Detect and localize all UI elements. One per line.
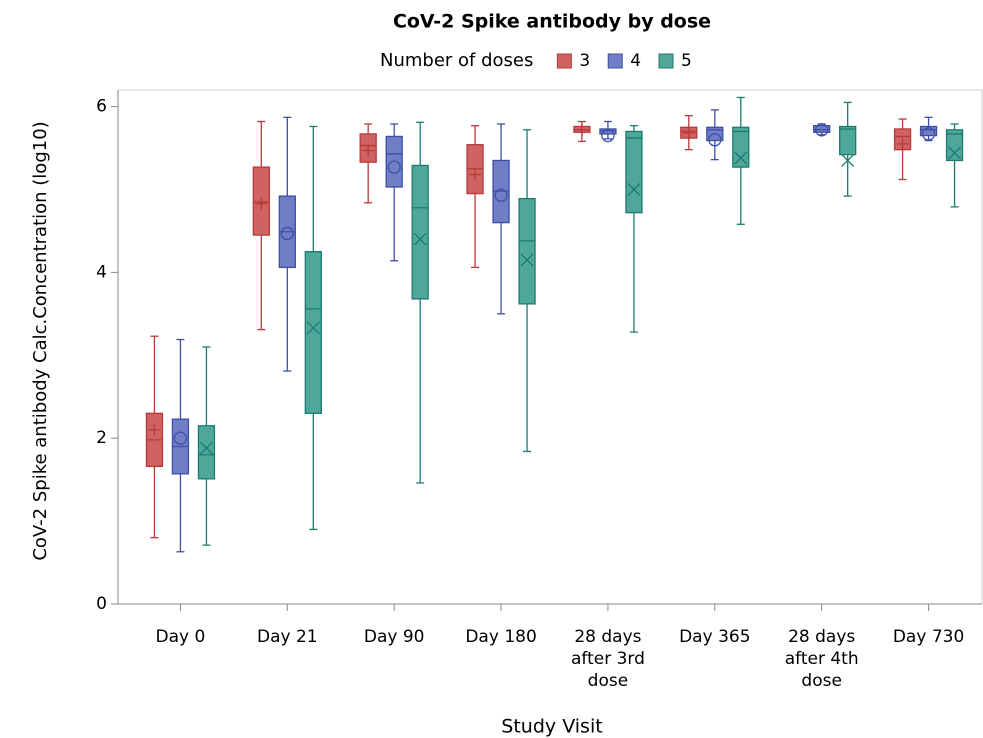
x-tick-label: Day 21 <box>257 627 318 647</box>
mean-marker <box>306 321 320 335</box>
mean-marker <box>841 154 855 167</box>
mean-marker <box>469 168 482 181</box>
box <box>304 251 322 414</box>
legend-label: 5 <box>681 51 692 71</box>
legend-title: Number of doses <box>380 50 533 71</box>
chart-title: CoV-2 Spike antibody by dose <box>393 11 711 33</box>
box <box>518 197 536 305</box>
legend-label: 4 <box>630 51 641 71</box>
x-tick-label: Day 365 <box>679 627 751 647</box>
x-tick-label: Day 180 <box>465 627 537 647</box>
mean-marker <box>520 253 534 267</box>
mean-marker <box>575 123 588 136</box>
box <box>732 126 750 168</box>
mean-marker <box>280 226 294 241</box>
mean-marker <box>494 188 508 202</box>
x-tick-label: 28 days after 4th dose <box>784 627 859 691</box>
mean-marker <box>708 133 722 147</box>
y-tick-label: 4 <box>96 262 107 282</box>
mean-marker <box>682 127 695 140</box>
mean-marker <box>199 441 213 455</box>
x-axis-title: Study Visit <box>501 716 602 738</box>
y-tick-label: 6 <box>96 97 107 117</box>
mean-marker <box>948 146 962 160</box>
box <box>625 130 643 214</box>
mean-marker <box>815 123 829 137</box>
mean-marker <box>387 160 401 174</box>
mean-marker <box>921 127 936 141</box>
x-tick-label: Day 730 <box>892 627 965 647</box>
mean-marker <box>627 183 641 196</box>
box <box>813 124 831 133</box>
mean-marker <box>255 197 268 210</box>
mean-marker <box>148 423 161 436</box>
box <box>197 425 216 480</box>
legend-swatch <box>607 53 623 69</box>
box <box>839 125 857 156</box>
legend-label: 3 <box>579 51 590 71</box>
mean-marker <box>601 128 615 143</box>
box <box>411 164 429 300</box>
mean-marker <box>413 232 427 246</box>
box <box>919 125 938 137</box>
mean-marker <box>734 151 748 165</box>
mean-marker <box>362 144 375 157</box>
x-tick-label: Day 0 <box>155 627 206 647</box>
legend-swatch <box>556 53 572 69</box>
mean-marker <box>173 431 188 445</box>
x-tick-label: Day 90 <box>363 627 425 647</box>
y-tick-label: 0 <box>96 594 107 614</box>
box <box>945 129 964 162</box>
y-tick-label: 2 <box>96 428 107 448</box>
mean-marker <box>896 137 909 150</box>
y-axis-title: CoV-2 Spike antibody Calc.Concentration … <box>30 121 51 561</box>
legend-swatch <box>658 53 674 69</box>
x-tick-label: 28 days after 3rd dose <box>570 627 645 691</box>
